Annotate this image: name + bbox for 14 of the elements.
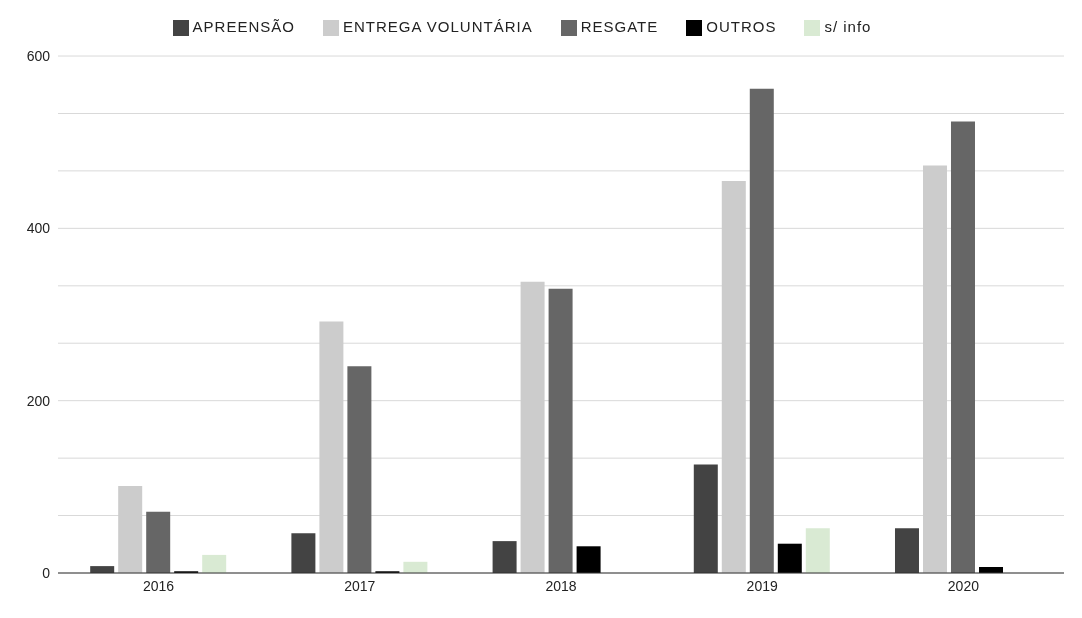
legend-label: s/ info	[824, 18, 872, 35]
legend-label: ENTREGA VOLUNTÁRIA	[342, 18, 533, 35]
x-tick-label: 2019	[746, 577, 778, 594]
y-tick-label: 600	[26, 48, 51, 64]
y-tick-label: 200	[26, 392, 51, 409]
x-tick-label: 2020	[947, 577, 980, 594]
legend-label: RESGATE	[580, 18, 659, 35]
y-tick-label: 0	[42, 564, 51, 581]
x-tick-label: 2018	[545, 577, 577, 594]
x-tick-label: 2017	[344, 577, 376, 594]
x-tick-label: 2016	[143, 577, 175, 594]
legend-label: OUTROS	[706, 18, 777, 35]
y-tick-label: 400	[26, 220, 51, 237]
legend-label: APREENSÃO	[192, 18, 295, 35]
